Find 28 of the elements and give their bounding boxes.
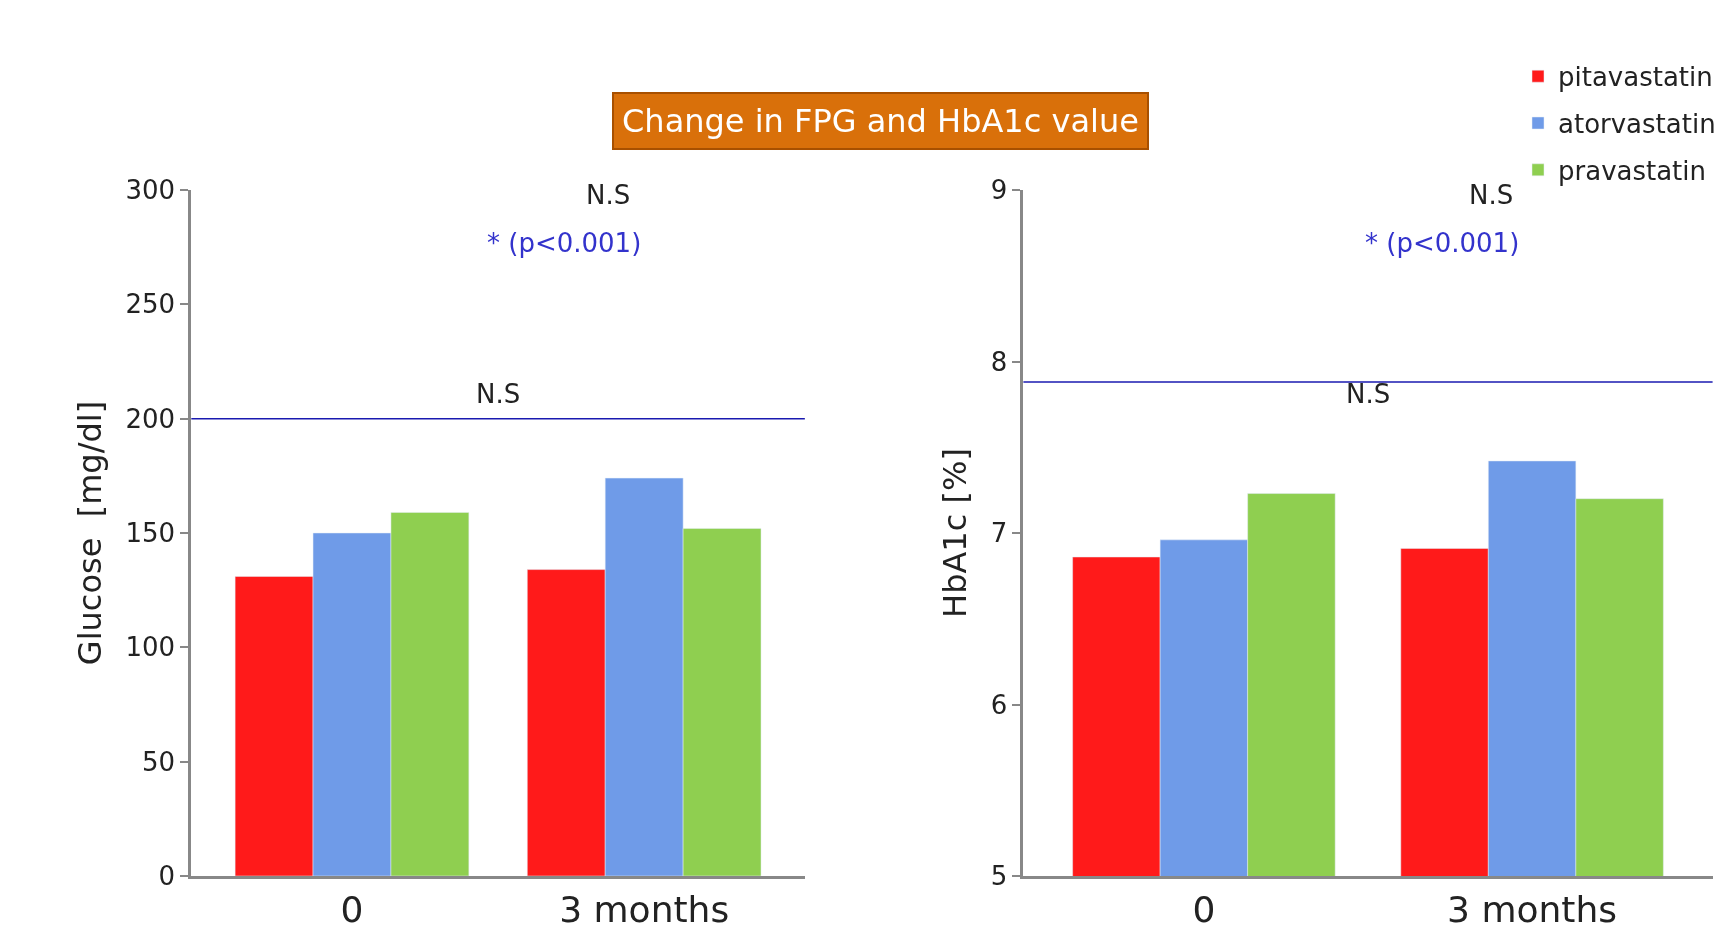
annotation: N.S [1346,379,1391,409]
y-tick-label: 9 [990,175,1008,206]
y-tick-label: 200 [125,403,176,434]
y-tick-label: 0 [158,861,176,892]
y-tick-label: 150 [125,518,176,549]
annotation: * (p<0.001) [487,228,642,258]
y-tick-label: 250 [125,289,176,320]
y-tick-label: 300 [125,175,176,206]
x-tick-label: 0 [340,889,364,931]
y-tick-label: 50 [142,746,176,777]
x-tick-label: 3 months [1447,889,1618,931]
y-tick-label: 100 [125,632,176,663]
legend-label: pitavastatin [1558,62,1713,93]
annotation: N.S [586,180,631,210]
annotation: N.S [476,379,521,409]
y-axis-title: HbA1c [%] [935,448,974,618]
legend-label: pravastatin [1558,155,1707,186]
y-tick-label: 7 [990,518,1008,549]
legend-label: atorvastatin [1558,109,1716,140]
y-axis-title: Glucose [mg/dl] [70,400,109,666]
y-tick-label: 6 [990,689,1008,720]
y-tick-label: 5 [990,861,1008,892]
y-tick-label: 8 [990,346,1008,377]
annotation: N.S [1469,180,1514,210]
annotation: * (p<0.001) [1365,228,1520,258]
text: Change in FPG and HbA1c value [622,102,1139,140]
x-tick-label: 3 months [559,889,730,931]
x-tick-label: 0 [1192,889,1216,931]
